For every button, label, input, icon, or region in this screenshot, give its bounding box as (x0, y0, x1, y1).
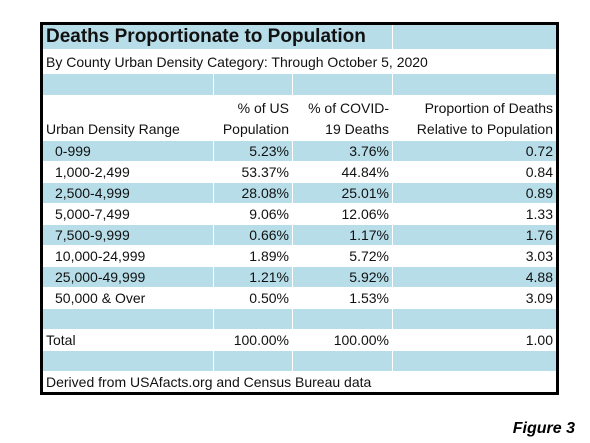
spacer-row (41, 350, 558, 372)
footer-note: Derived from USAfacts.org and Census Bur… (41, 371, 393, 394)
cell-label: Total (41, 329, 214, 351)
cell-value: 44.84% (292, 161, 393, 183)
cell-value: 12.06% (292, 203, 393, 225)
header-line: Population (222, 121, 289, 137)
cell-value: 1.53% (292, 287, 393, 309)
table-row: 7,500-9,999 0.66% 1.17% 1.76 (41, 224, 558, 246)
cell-label: 25,000-49,999 (41, 266, 214, 288)
table-row: 10,000-24,999 1.89% 5.72% 3.03 (41, 245, 558, 267)
cell-value: 4.88 (392, 266, 558, 288)
header-line: Proportion of Deaths (424, 100, 553, 116)
table-row: 50,000 & Over 0.50% 1.53% 3.09 (41, 287, 558, 309)
cell-value: 1.21% (213, 266, 293, 288)
column-header: % of US Population (213, 95, 293, 141)
cell-value: 0.84 (392, 161, 558, 183)
cell-value: 1.76 (392, 224, 558, 246)
cell-value: 5.23% (213, 140, 293, 162)
cell-label: 0-999 (41, 140, 214, 162)
subtitle: By County Urban Density Category: Throug… (41, 49, 558, 74)
cell-value: 0.50% (213, 287, 293, 309)
cell-value: 28.08% (213, 182, 293, 204)
table-row: 5,000-7,499 9.06% 12.06% 1.33 (41, 203, 558, 225)
cell-label: 7,500-9,999 (41, 224, 214, 246)
table-row: 2,500-4,999 28.08% 25.01% 0.89 (41, 182, 558, 204)
cell-label: 1,000-2,499 (41, 161, 214, 183)
cell-value: 100.00% (292, 329, 393, 351)
figure-label: Figure 3 (512, 420, 575, 437)
header-line: 19 Deaths (325, 121, 389, 137)
cell-value: 0.66% (213, 224, 293, 246)
cell-value: 1.33 (392, 203, 558, 225)
cell-value: 5.92% (292, 266, 393, 288)
cell-value: 25.01% (292, 182, 393, 204)
cell-label: 5,000-7,499 (41, 203, 214, 225)
footer-row: Derived from USAfacts.org and Census Bur… (41, 371, 558, 394)
table-row: 0-999 5.23% 3.76% 0.72 (41, 140, 558, 162)
spacer-row (41, 308, 558, 330)
table-row: 1,000-2,499 53.37% 44.84% 0.84 (41, 161, 558, 183)
table-title: Deaths Proportionate to Population (41, 23, 393, 50)
header-line: % of COVID- (308, 100, 389, 116)
cell-value: 100.00% (213, 329, 293, 351)
cell-label: 50,000 & Over (41, 287, 214, 309)
cell-value: 53.37% (213, 161, 293, 183)
header-line: Urban Density Range (46, 121, 180, 137)
cell-value: 3.76% (292, 140, 393, 162)
cell-value: 3.09 (392, 287, 558, 309)
column-header: % of COVID- 19 Deaths (292, 95, 393, 141)
cell-label: 10,000-24,999 (41, 245, 214, 267)
table-row: 25,000-49,999 1.21% 5.92% 4.88 (41, 266, 558, 288)
table-row: Total 100.00% 100.00% 1.00 (41, 329, 558, 351)
column-header: Proportion of Deaths Relative to Populati… (392, 95, 558, 141)
column-header: Urban Density Range (41, 95, 214, 141)
cell-value: 0.89 (392, 182, 558, 204)
cell-value: 0.72 (392, 140, 558, 162)
cell-value: 1.00 (392, 329, 558, 351)
cell-value: 1.89% (213, 245, 293, 267)
header-line: Relative to Population (416, 121, 553, 137)
cell-value: 1.17% (292, 224, 393, 246)
cell-label: 2,500-4,999 (41, 182, 214, 204)
data-table: Deaths Proportionate to Population By Co… (40, 22, 559, 395)
cell-value: 9.06% (213, 203, 293, 225)
cell-value: 3.03 (392, 245, 558, 267)
cell-value: 5.72% (292, 245, 393, 267)
header-line: % of US (237, 100, 289, 116)
